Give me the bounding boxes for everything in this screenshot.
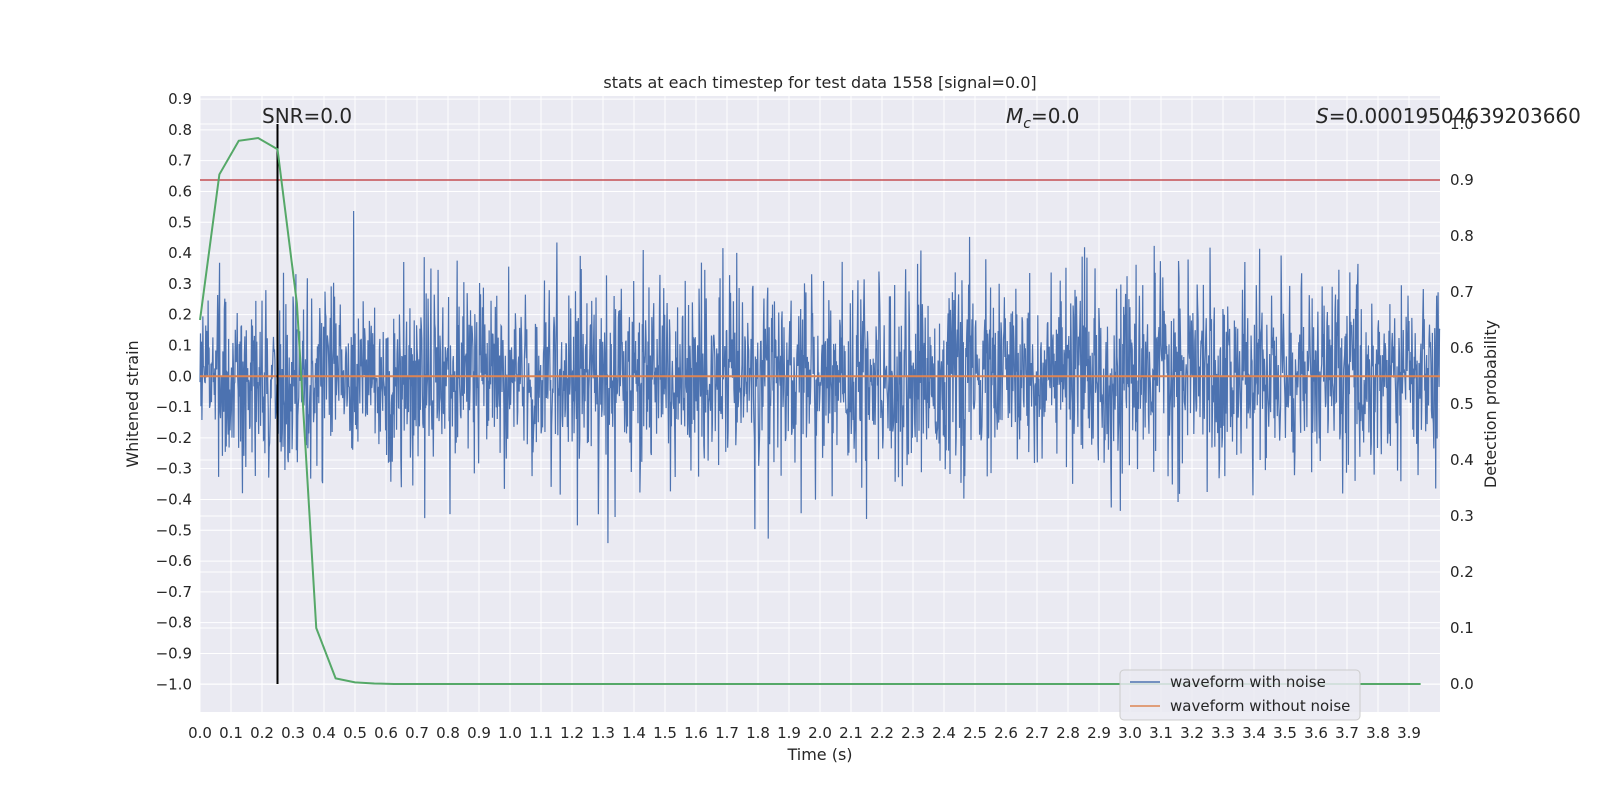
x-tick-label: 3.3 [1211, 724, 1235, 742]
y2-tick-label: 0.5 [1450, 395, 1474, 413]
x-tick-label: 0.2 [250, 724, 274, 742]
x-tick-label: 3.9 [1397, 724, 1421, 742]
y2-tick-label: 0.9 [1450, 171, 1474, 189]
x-tick-label: 0.7 [405, 724, 429, 742]
y-tick-label: 0.5 [168, 213, 192, 231]
y-tick-label: −0.4 [156, 490, 192, 508]
y2-tick-label: 0.3 [1450, 507, 1474, 525]
legend-box [1119, 669, 1361, 721]
x-tick-label: 0.5 [343, 724, 367, 742]
waveform-with-noise-line [199, 210, 1441, 544]
x-tick-label: 2.9 [1087, 724, 1111, 742]
mc-subscript: c [1023, 116, 1031, 132]
y2-tick-label: 0.1 [1450, 619, 1474, 637]
y2-tick-label: 0.2 [1450, 563, 1474, 581]
x-tick-label: 1.2 [560, 724, 584, 742]
y-tick-label: 0.6 [168, 182, 192, 200]
x-tick-label: 1.0 [498, 724, 522, 742]
y-tick-label: −1.0 [156, 675, 192, 693]
x-tick-label: 2.5 [963, 724, 987, 742]
x-tick-label: 0.6 [374, 724, 398, 742]
mc-annotation: Mc=0.0 [1006, 104, 1080, 132]
y-tick-label: −0.3 [156, 460, 192, 478]
x-tick-label: 3.6 [1304, 724, 1328, 742]
y-tick-label: 0.0 [168, 367, 192, 385]
y-tick-label: 0.7 [168, 152, 192, 170]
y-tick-label: 0.8 [168, 121, 192, 139]
x-tick-label: 1.7 [715, 724, 739, 742]
noisy-waveform-series [199, 210, 1441, 544]
x-tick-label: 3.7 [1335, 724, 1359, 742]
x-tick-label: 2.8 [1056, 724, 1080, 742]
y-tick-label: −0.5 [156, 521, 192, 539]
y-tick-label: −0.2 [156, 429, 192, 447]
x-tick-label: 3.1 [1149, 724, 1173, 742]
x-tick-label: 1.3 [591, 724, 615, 742]
y2-tick-label: 0.4 [1450, 451, 1474, 469]
y2-tick-label: 1.0 [1450, 115, 1474, 133]
snr-annotation: SNR=0.0 [262, 104, 352, 128]
legend: waveform with noise waveform without noi… [1119, 669, 1361, 721]
legend-label-clean: waveform without noise [1170, 697, 1350, 715]
legend-label-noise: waveform with noise [1170, 673, 1326, 691]
y-tick-label: 0.9 [168, 90, 192, 108]
y-tick-label: 0.1 [168, 336, 192, 354]
x-tick-label: 1.1 [529, 724, 553, 742]
x-axis-label: Time (s) [786, 745, 852, 764]
y-tick-label: −0.8 [156, 614, 192, 632]
x-tick-label: 2.0 [808, 724, 832, 742]
x-tick-label: 3.0 [1118, 724, 1142, 742]
y-tick-label: −0.9 [156, 644, 192, 662]
overlay-lines [199, 124, 1440, 685]
x-tick-label: 2.1 [839, 724, 863, 742]
y2-axis-label: Detection probability [1481, 320, 1500, 488]
chart-title: stats at each timestep for test data 155… [603, 73, 1036, 92]
x-tick-label: 2.2 [870, 724, 894, 742]
y-tick-label: −0.7 [156, 583, 192, 601]
x-tick-label: 0.8 [436, 724, 460, 742]
mc-value: =0.0 [1031, 104, 1080, 128]
y-tick-label: −0.6 [156, 552, 192, 570]
y-tick-label: 0.3 [168, 275, 192, 293]
x-tick-label: 0.0 [188, 724, 212, 742]
x-tick-label: 0.3 [281, 724, 305, 742]
x-tick-label: 3.2 [1180, 724, 1204, 742]
x-tick-label: 2.6 [994, 724, 1018, 742]
x-tick-label: 1.6 [684, 724, 708, 742]
x-tick-label: 0.9 [467, 724, 491, 742]
y2-tick-label: 0.7 [1450, 283, 1474, 301]
y2-tick-label: 0.8 [1450, 227, 1474, 245]
axis-ticks: 0.0 0.1 0.2 0.3 0.4 0.5 0.6 0.7 0.8 0.9 1.0 1.1 1.2 1… [156, 90, 1474, 742]
y-tick-label: 0.2 [168, 306, 192, 324]
x-tick-label: 2.3 [901, 724, 925, 742]
mc-symbol: M [1006, 104, 1023, 128]
s-annotation: S=0.00019504639203660 [1316, 104, 1581, 128]
x-tick-label: 2.4 [932, 724, 956, 742]
x-tick-label: 1.5 [653, 724, 677, 742]
y2-tick-label: 0.0 [1450, 675, 1474, 693]
x-tick-label: 3.5 [1273, 724, 1297, 742]
y-tick-label: 0.4 [168, 244, 192, 262]
x-tick-label: 3.8 [1366, 724, 1390, 742]
y2-tick-label: 0.6 [1450, 339, 1474, 357]
y-tick-label: −0.1 [156, 398, 192, 416]
x-tick-label: 3.4 [1242, 724, 1266, 742]
detection-probability-line [199, 136, 1421, 685]
x-tick-label: 1.8 [746, 724, 770, 742]
s-value: =0.00019504639203660 [1329, 104, 1581, 128]
x-tick-label: 1.9 [777, 724, 801, 742]
y-axis-label: Whitened strain [123, 340, 142, 467]
s-symbol: S [1316, 104, 1329, 128]
x-tick-label: 0.4 [312, 724, 336, 742]
x-tick-label: 0.1 [219, 724, 243, 742]
x-tick-label: 2.7 [1025, 724, 1049, 742]
x-tick-label: 1.4 [622, 724, 646, 742]
